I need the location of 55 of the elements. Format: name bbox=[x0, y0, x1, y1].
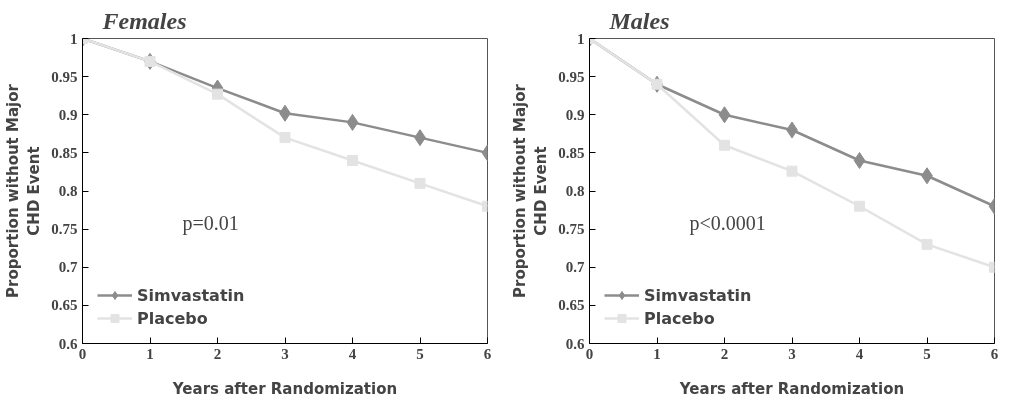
y-tick-label: 0.85 bbox=[558, 144, 585, 161]
x-tick-label: 4 bbox=[855, 345, 864, 362]
x-tick-label: 6 bbox=[990, 345, 999, 362]
x-tick-label: 6 bbox=[483, 345, 492, 362]
point bbox=[719, 139, 730, 151]
x-tick-label: 5 bbox=[923, 345, 931, 362]
annotation: p<0.0001 bbox=[689, 211, 766, 235]
y-tick-label: 1 bbox=[577, 30, 585, 47]
x-axis-title: Years after Randomization bbox=[678, 379, 905, 398]
y-tick-label: 1 bbox=[70, 30, 78, 47]
point bbox=[346, 113, 359, 131]
y-tick-label: 0.8 bbox=[565, 183, 585, 199]
x-tick-label: 5 bbox=[416, 345, 424, 362]
x-axis-title: Years after Randomization bbox=[171, 379, 398, 398]
y-tick-label: 0.8 bbox=[58, 183, 78, 199]
x-tick-label: 1 bbox=[653, 345, 661, 362]
x-tick-label: 3 bbox=[788, 345, 796, 362]
point bbox=[347, 155, 358, 166]
y-tick-label: 0.95 bbox=[558, 68, 585, 85]
chart-title: Females bbox=[101, 7, 187, 34]
point bbox=[786, 165, 798, 177]
point bbox=[854, 200, 865, 212]
y-tick-label: 0.65 bbox=[51, 297, 78, 314]
point bbox=[921, 238, 933, 250]
y-axis-title: Proportion without Major CHD Event bbox=[510, 83, 551, 298]
annotation: p=0.01 bbox=[182, 211, 239, 235]
x-tick-label: 3 bbox=[281, 345, 289, 362]
y-tick-label: 0.85 bbox=[51, 144, 78, 161]
y-tick-label: 0.6 bbox=[565, 335, 585, 352]
y-tick-label: 0.75 bbox=[51, 221, 78, 238]
point bbox=[853, 152, 866, 169]
x-tick-label: 2 bbox=[720, 345, 729, 362]
y-tick-label: 0.9 bbox=[58, 106, 78, 123]
y-tick-label: 0.6 bbox=[58, 335, 78, 352]
legend-label: Placebo bbox=[137, 308, 208, 328]
y-tick-label: 0.65 bbox=[558, 297, 585, 314]
y-axis-title: Proportion without Major CHD Event bbox=[3, 83, 44, 298]
y-tick-label: 0.7 bbox=[565, 259, 585, 276]
x-tick-label: 1 bbox=[146, 345, 154, 362]
y-tick-label: 0.7 bbox=[58, 259, 78, 276]
point bbox=[212, 88, 223, 100]
chart-title: Males bbox=[608, 7, 670, 34]
y-tick-label: 0.75 bbox=[558, 221, 585, 238]
x-tick-label: 2 bbox=[213, 345, 222, 362]
x-tick-label: 0 bbox=[585, 345, 594, 362]
legend-label: Simvastatin bbox=[644, 285, 752, 305]
point bbox=[718, 106, 731, 124]
x-tick-label: 4 bbox=[348, 345, 357, 362]
legend-label: Simvastatin bbox=[137, 285, 245, 305]
legend-label: Placebo bbox=[644, 308, 715, 328]
point bbox=[414, 177, 426, 189]
point bbox=[279, 132, 291, 144]
x-tick-label: 0 bbox=[78, 345, 87, 362]
y-tick-label: 0.95 bbox=[51, 68, 78, 85]
y-tick-label: 0.9 bbox=[565, 106, 585, 123]
